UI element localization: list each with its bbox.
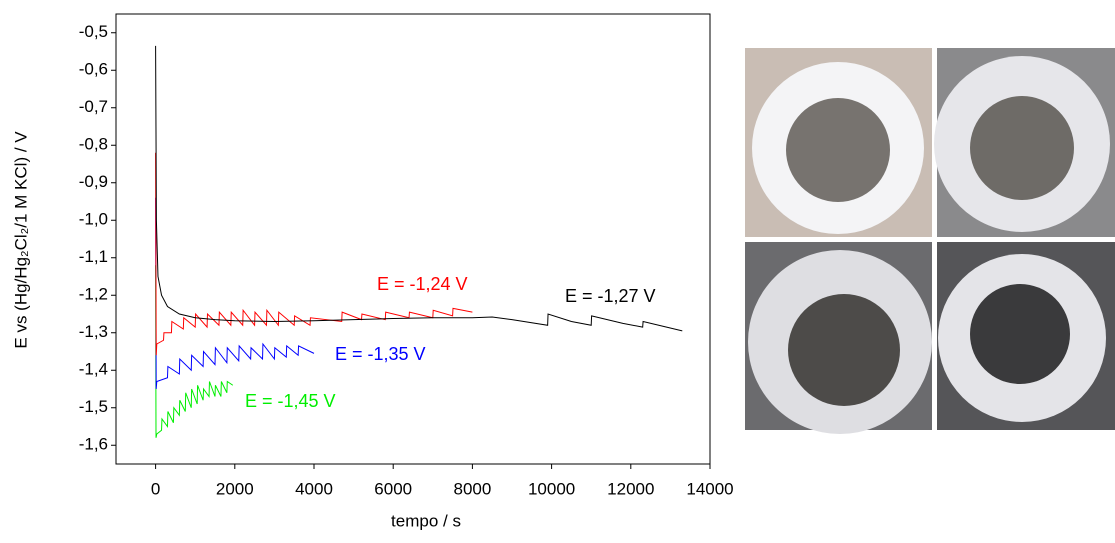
y-tick-label: -1,0: [79, 210, 108, 229]
series-annotation: E = -1,45 V: [245, 391, 336, 411]
series-line: [155, 45, 683, 332]
series-line: [155, 152, 473, 356]
x-axis-title: tempo / s: [391, 511, 461, 530]
x-tick-label: 2000: [216, 479, 254, 498]
photo-disc: [970, 284, 1070, 384]
x-tick-label: 4000: [295, 479, 333, 498]
photo-disc: [970, 96, 1074, 200]
y-tick-label: -0,6: [79, 60, 108, 79]
x-tick-label: 12000: [607, 479, 654, 498]
y-tick-label: -1,6: [79, 435, 108, 454]
y-tick-label: -0,8: [79, 135, 108, 154]
series-annotation: E = -1,24 V: [377, 274, 468, 294]
y-tick-label: -0,9: [79, 172, 108, 191]
x-tick-label: 10000: [528, 479, 575, 498]
photo-disc: [788, 294, 900, 406]
plot-frame: [115, 13, 711, 465]
y-axis-title: E vs (Hg/Hg₂Cl₂/1 M KCl) / V: [11, 131, 30, 349]
y-tick-label: -1,2: [79, 285, 108, 304]
y-tick-label: -1,1: [79, 247, 108, 266]
x-tick-label: 0: [151, 479, 160, 498]
photo-disc: [786, 98, 890, 202]
y-tick-label: -0,7: [79, 97, 108, 116]
series-annotation: E = -1,27 V: [565, 286, 656, 306]
photo-panel: [745, 48, 1115, 434]
y-tick-label: -1,3: [79, 322, 108, 341]
y-tick-label: -0,5: [79, 22, 108, 41]
series-annotation: E = -1,35 V: [335, 344, 426, 364]
y-tick-label: -1,5: [79, 397, 108, 416]
x-tick-label: 14000: [686, 479, 733, 498]
x-tick-label: 6000: [374, 479, 412, 498]
y-tick-label: -1,4: [79, 360, 108, 379]
series-line: [155, 265, 234, 438]
x-tick-label: 8000: [453, 479, 491, 498]
series-line: [155, 197, 315, 390]
